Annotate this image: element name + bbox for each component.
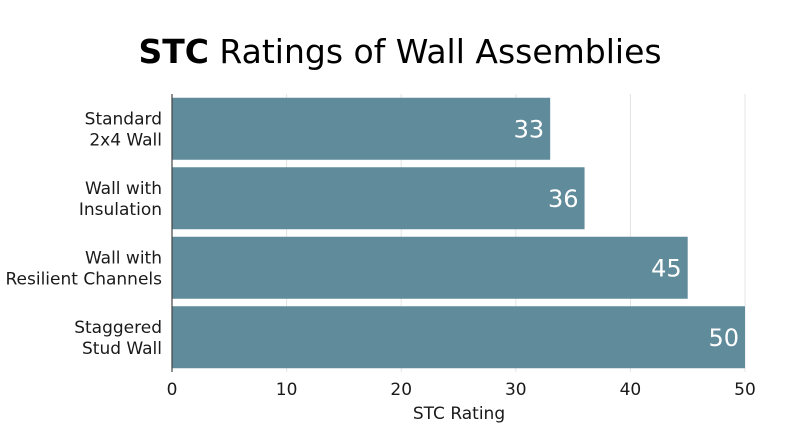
bar [172,236,688,299]
bar [172,167,585,230]
bar-value-label: 36 [548,185,579,213]
category-label: Staggered [74,318,162,338]
category-label: Stud Wall [82,339,162,359]
category-label: Resilient Channels [6,269,163,289]
chart-title-bold: STC [138,32,209,71]
x-tick-label: 40 [620,380,642,400]
bar-value-label: 45 [651,254,682,282]
category-label: Wall with [85,248,162,268]
x-tick-label: 10 [276,380,298,400]
x-tick-label: 20 [390,380,412,400]
category-label: Wall with [85,179,162,199]
bar-value-label: 33 [514,115,545,143]
bar-value-label: 50 [708,324,739,352]
x-tick-label: 30 [505,380,527,400]
x-tick-label: 0 [167,380,178,400]
bar-layer: 33 36 45 50 [172,97,745,369]
x-tick-label: 50 [734,380,756,400]
category-label: Insulation [79,200,162,220]
category-label: 2x4 Wall [89,130,162,150]
chart-title: STC Ratings of Wall Assemblies [138,32,661,71]
chart-title-rest: Ratings of Wall Assemblies [209,32,662,71]
bar [172,306,745,369]
bar [172,97,551,160]
category-label: Standard [85,109,162,129]
x-tick-layer: 0 10 20 30 40 50 [167,380,756,400]
x-axis-title: STC Rating [413,404,505,424]
